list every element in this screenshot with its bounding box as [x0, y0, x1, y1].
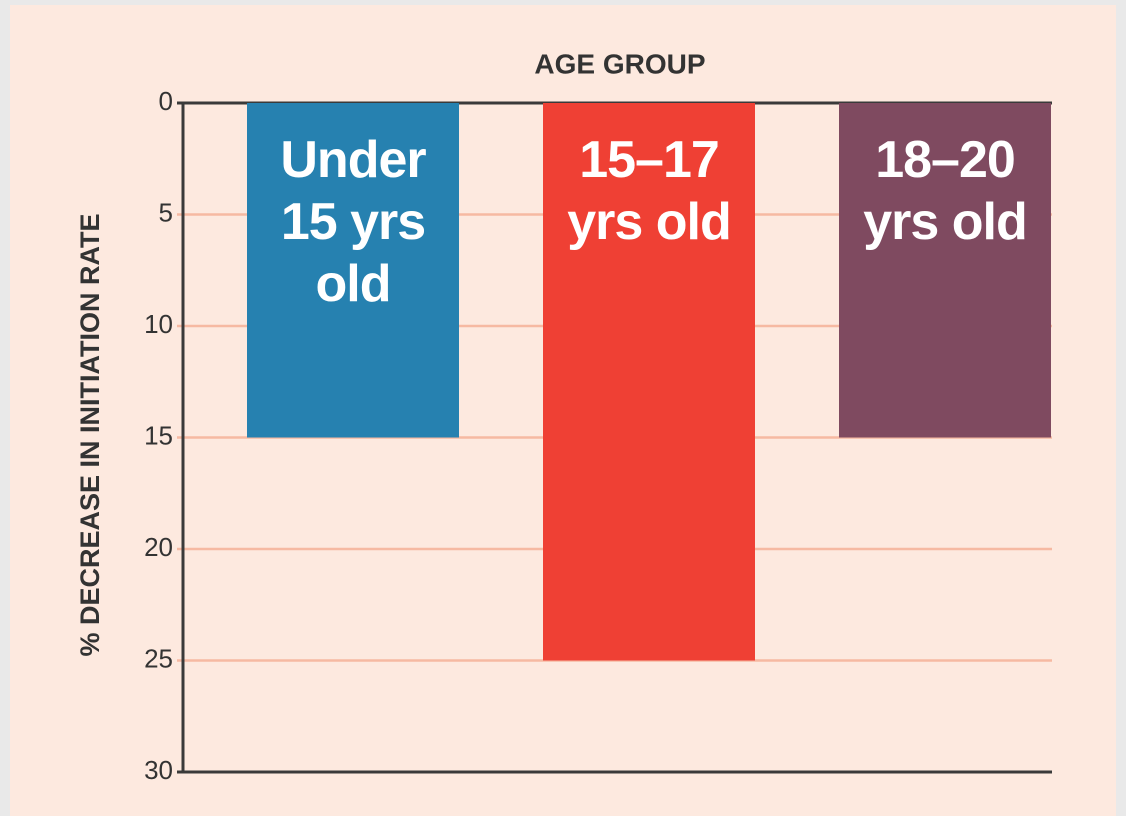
chart-title: AGE GROUP	[534, 48, 705, 79]
y-tick-label: 20	[144, 532, 173, 562]
y-tick-label: 10	[144, 309, 173, 339]
y-axis-label: % DECREASE IN INITIATION RATE	[75, 213, 105, 656]
y-tick-label: 25	[144, 643, 173, 673]
bar	[839, 103, 1051, 438]
bar	[543, 103, 755, 661]
category-label: 18–20 yrs old	[863, 131, 1028, 251]
category-label: 15–17 yrs old	[567, 131, 732, 251]
y-tick-label: 30	[144, 755, 173, 785]
category-label: Under 15 yrs old	[280, 131, 426, 313]
bar	[247, 103, 459, 438]
y-tick-label: 5	[159, 197, 173, 227]
y-tick-label: 15	[144, 420, 173, 450]
y-tick-label: 0	[159, 86, 173, 116]
